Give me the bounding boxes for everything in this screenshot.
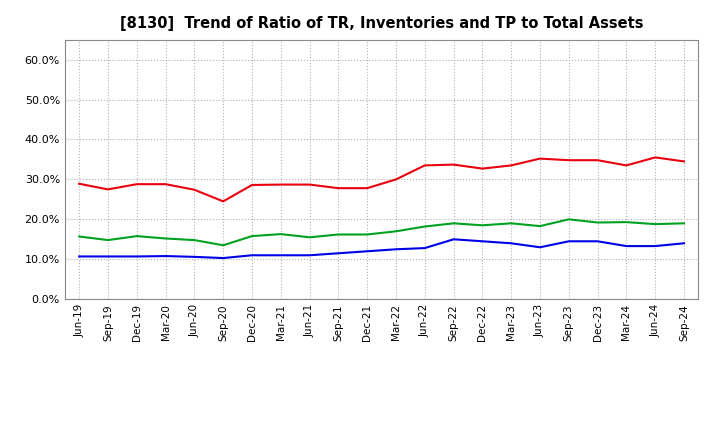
Inventories: [334, 251, 343, 256]
Trade Receivables: [651, 155, 660, 160]
Trade Payables: [622, 220, 631, 225]
Trade Receivables: [564, 158, 573, 163]
Trade Receivables: [536, 156, 544, 161]
Inventories: [161, 253, 170, 259]
Trade Receivables: [104, 187, 112, 192]
Trade Receivables: [190, 187, 199, 192]
Inventories: [392, 247, 400, 252]
Trade Payables: [75, 234, 84, 239]
Inventories: [593, 238, 602, 244]
Inventories: [104, 254, 112, 259]
Inventories: [564, 238, 573, 244]
Trade Receivables: [248, 182, 256, 187]
Line: Inventories: Inventories: [79, 239, 684, 258]
Trade Payables: [132, 234, 141, 239]
Inventories: [248, 253, 256, 258]
Trade Payables: [248, 234, 256, 239]
Inventories: [305, 253, 314, 258]
Inventories: [651, 243, 660, 249]
Trade Receivables: [219, 199, 228, 204]
Trade Payables: [334, 232, 343, 237]
Trade Receivables: [75, 181, 84, 187]
Trade Receivables: [305, 182, 314, 187]
Trade Receivables: [622, 163, 631, 168]
Trade Payables: [420, 224, 429, 229]
Trade Payables: [536, 224, 544, 229]
Trade Receivables: [680, 159, 688, 164]
Trade Receivables: [420, 163, 429, 168]
Line: Trade Receivables: Trade Receivables: [79, 158, 684, 202]
Trade Receivables: [449, 162, 458, 167]
Inventories: [190, 254, 199, 260]
Inventories: [219, 256, 228, 261]
Inventories: [622, 243, 631, 249]
Trade Receivables: [132, 182, 141, 187]
Trade Payables: [449, 221, 458, 226]
Inventories: [363, 249, 372, 254]
Trade Payables: [680, 221, 688, 226]
Trade Receivables: [161, 182, 170, 187]
Trade Payables: [363, 232, 372, 237]
Inventories: [680, 241, 688, 246]
Inventories: [536, 245, 544, 250]
Trade Receivables: [276, 182, 285, 187]
Trade Payables: [507, 221, 516, 226]
Trade Payables: [593, 220, 602, 225]
Trade Receivables: [507, 163, 516, 168]
Trade Payables: [651, 221, 660, 227]
Inventories: [132, 254, 141, 259]
Trade Receivables: [392, 177, 400, 182]
Trade Receivables: [334, 186, 343, 191]
Trade Receivables: [478, 166, 487, 171]
Inventories: [449, 237, 458, 242]
Trade Receivables: [363, 186, 372, 191]
Trade Payables: [219, 242, 228, 248]
Title: [8130]  Trend of Ratio of TR, Inventories and TP to Total Assets: [8130] Trend of Ratio of TR, Inventories…: [120, 16, 644, 32]
Trade Payables: [478, 223, 487, 228]
Trade Payables: [161, 236, 170, 241]
Inventories: [420, 246, 429, 251]
Trade Payables: [104, 238, 112, 243]
Inventories: [276, 253, 285, 258]
Trade Payables: [276, 231, 285, 237]
Inventories: [75, 254, 84, 259]
Trade Payables: [305, 235, 314, 240]
Trade Receivables: [593, 158, 602, 163]
Inventories: [478, 238, 487, 244]
Trade Payables: [190, 238, 199, 243]
Trade Payables: [392, 229, 400, 234]
Inventories: [507, 241, 516, 246]
Line: Trade Payables: Trade Payables: [79, 219, 684, 245]
Trade Payables: [564, 216, 573, 222]
